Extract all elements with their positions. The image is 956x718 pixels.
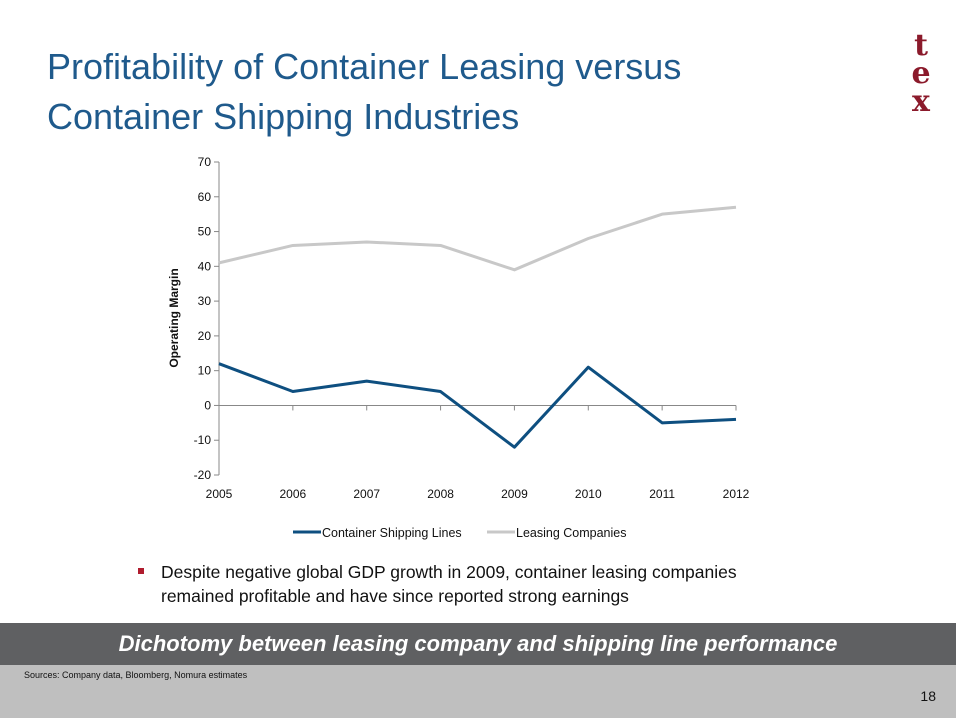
x-tick-label: 2007 bbox=[353, 487, 380, 501]
y-tick-label: 0 bbox=[204, 398, 211, 412]
x-tick-label: 2012 bbox=[723, 487, 750, 501]
legend-label: Leasing Companies bbox=[516, 526, 627, 540]
logo-letter: t bbox=[914, 28, 928, 63]
conclusion-banner: Dichotomy between leasing company and sh… bbox=[0, 623, 956, 665]
y-tick-label: 20 bbox=[198, 329, 212, 343]
y-tick-label: 50 bbox=[198, 225, 212, 239]
logo-letter: e bbox=[911, 56, 931, 91]
logo-letter: x bbox=[912, 84, 930, 119]
x-tick-label: 2011 bbox=[649, 487, 675, 501]
y-tick-label: -10 bbox=[194, 433, 212, 447]
y-tick-label: 70 bbox=[198, 155, 212, 169]
x-tick-label: 2008 bbox=[427, 487, 454, 501]
series-line-leasing-companies bbox=[218, 205, 737, 272]
y-tick-label: 40 bbox=[198, 259, 212, 273]
y-tick-label: 60 bbox=[198, 190, 212, 204]
x-tick-label: 2009 bbox=[501, 487, 528, 501]
y-axis-label: Operating Margin bbox=[167, 268, 181, 367]
slide-title: Profitability of Container Leasing versu… bbox=[47, 46, 682, 137]
legend-label: Container Shipping Lines bbox=[322, 526, 462, 540]
x-tick-label: 2010 bbox=[575, 487, 602, 501]
bullet-point: Despite negative global GDP growth in 20… bbox=[138, 560, 801, 608]
footer: Sources: Company data, Bloomberg, Nomura… bbox=[0, 665, 956, 718]
y-tick-label: 10 bbox=[198, 364, 212, 378]
bullet-square-icon bbox=[138, 568, 144, 574]
page-number: 18 bbox=[920, 688, 936, 704]
x-tick-label: 2006 bbox=[280, 487, 307, 501]
y-tick-label: 30 bbox=[198, 294, 212, 308]
series-line-container-shipping-lines bbox=[218, 362, 737, 449]
sources-note: Sources: Company data, Bloomberg, Nomura… bbox=[24, 670, 248, 680]
bullet-text: Despite negative global GDP growth in 20… bbox=[161, 562, 737, 606]
x-tick-label: 2005 bbox=[206, 487, 233, 501]
y-tick-label: -20 bbox=[194, 468, 212, 482]
